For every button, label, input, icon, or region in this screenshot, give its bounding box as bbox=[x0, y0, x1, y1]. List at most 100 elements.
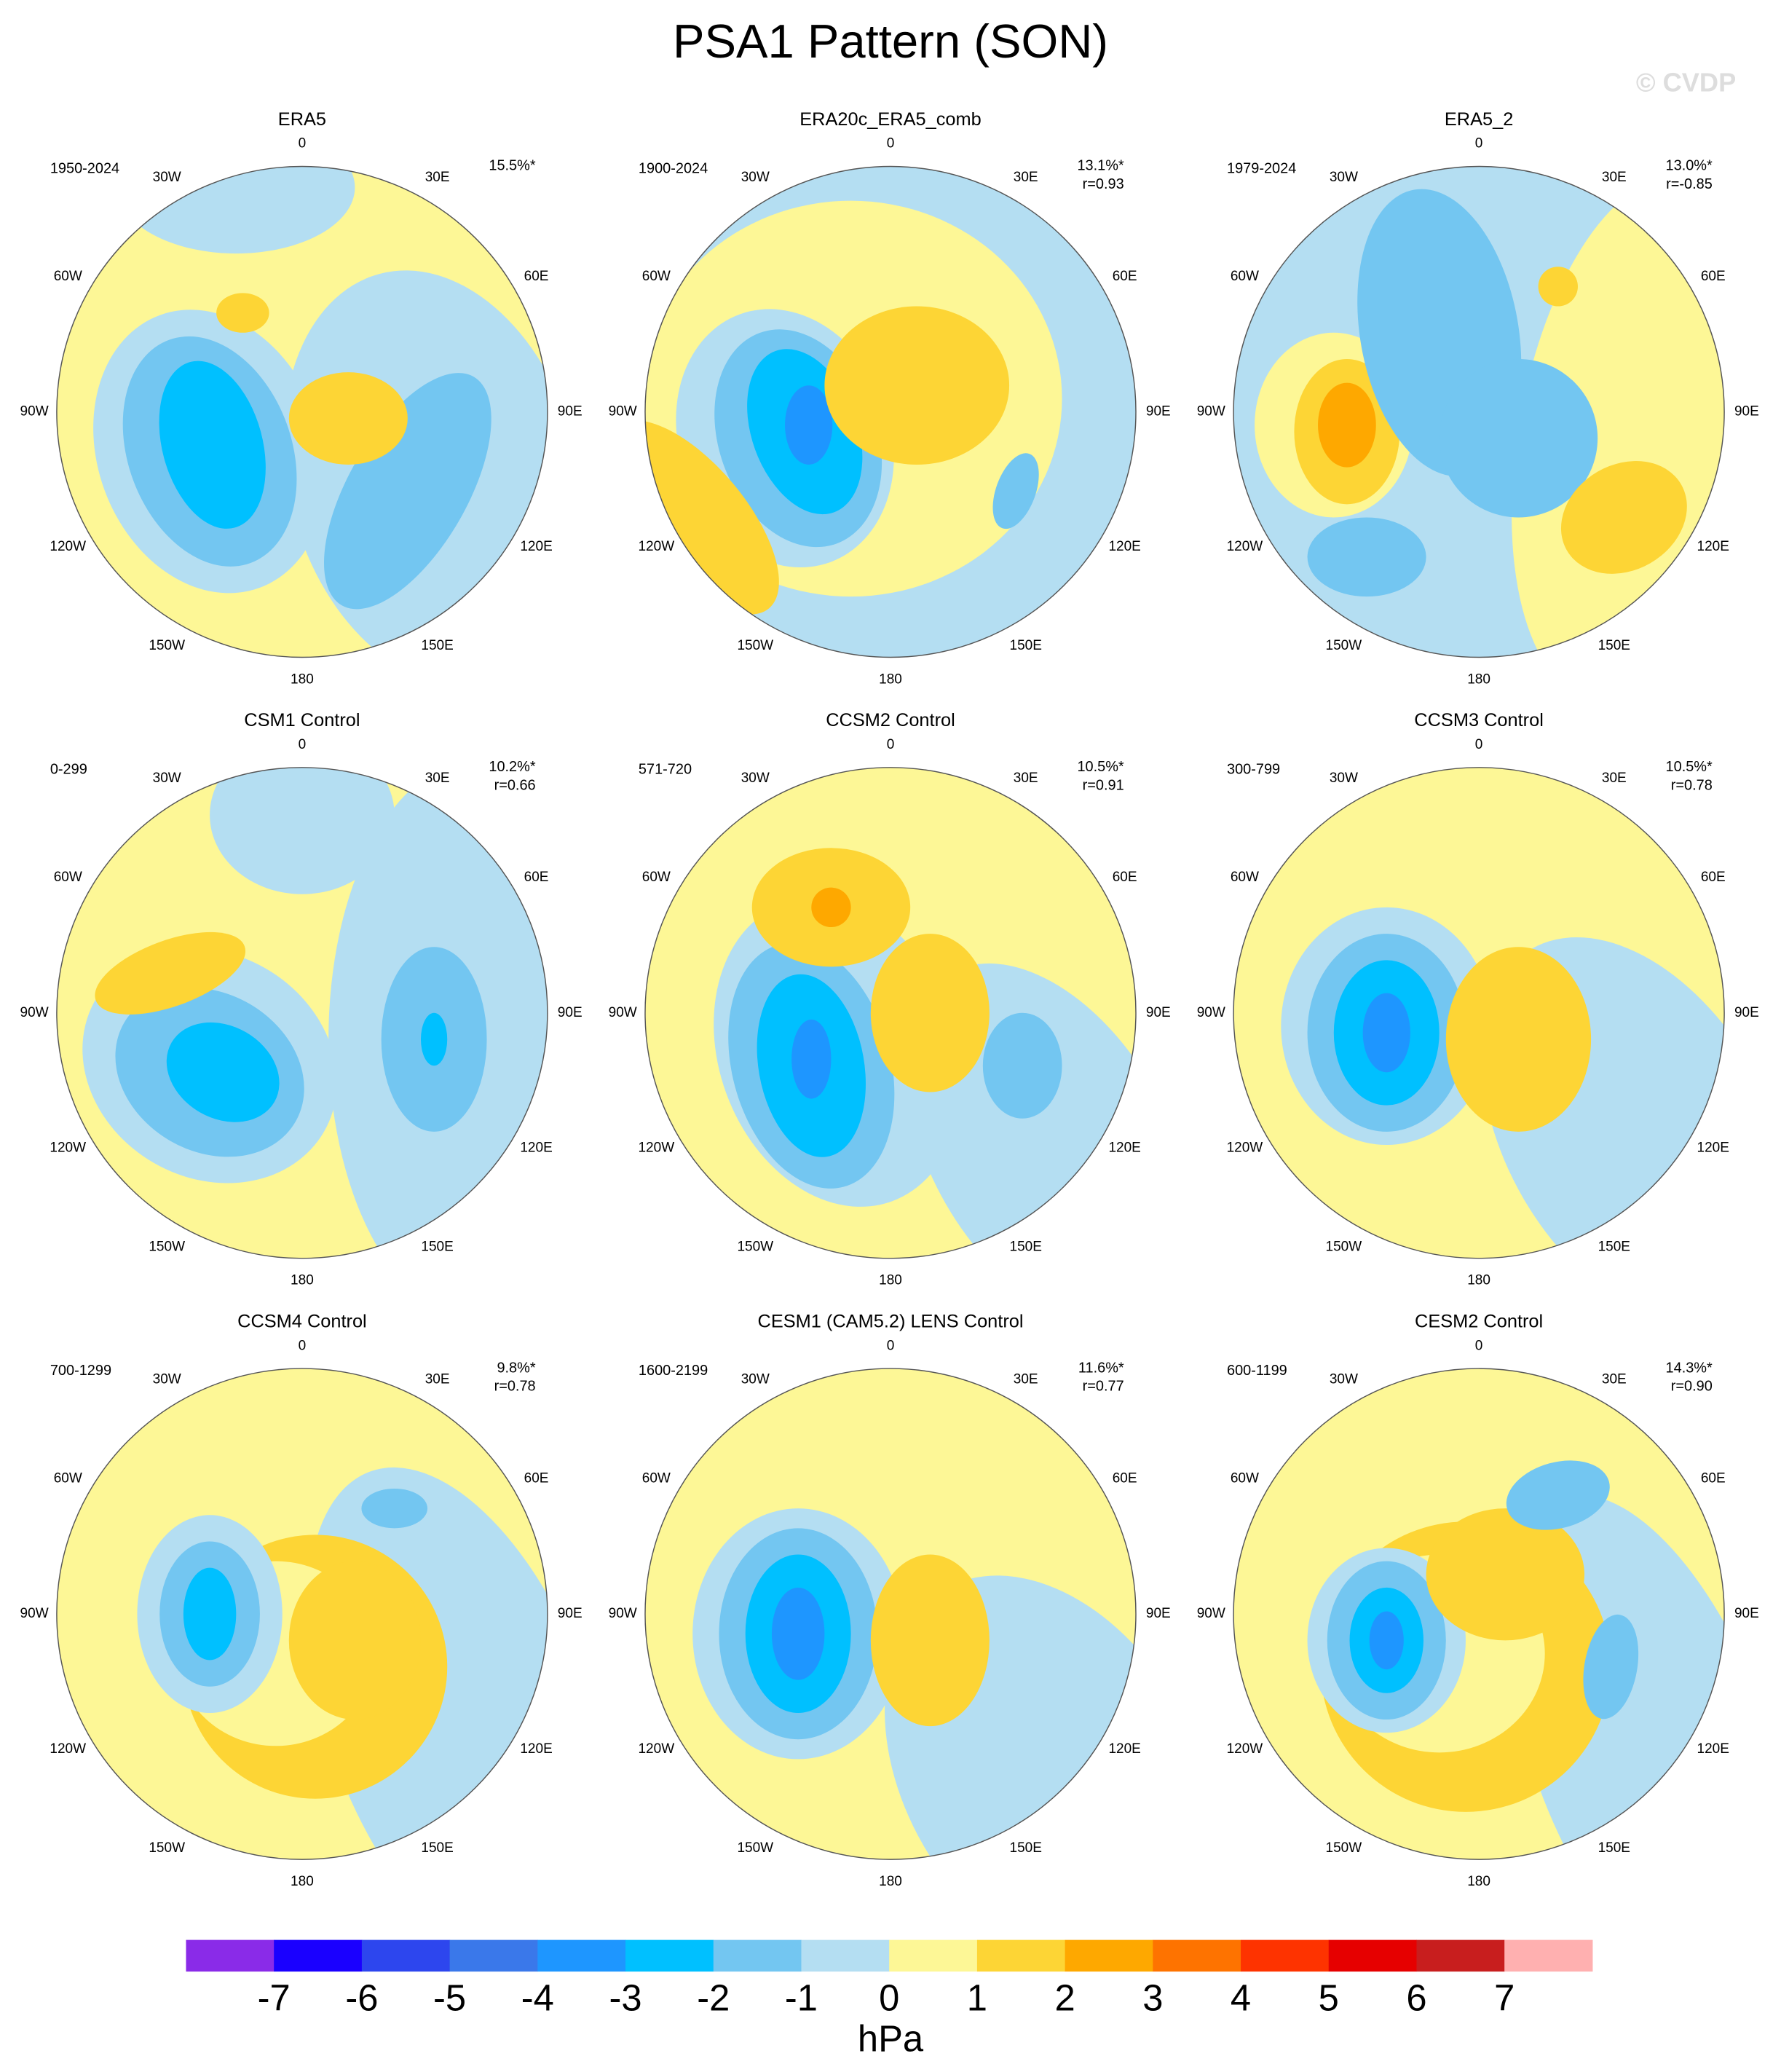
longitude-label: 30E bbox=[1602, 170, 1627, 185]
contour-region bbox=[1538, 267, 1578, 307]
panel-title: ERA5_2 bbox=[1445, 109, 1513, 130]
colorbar-box bbox=[976, 1939, 1066, 1972]
panel-title: CSM1 Control bbox=[244, 710, 360, 730]
longitude-label: 150W bbox=[1326, 1840, 1362, 1856]
longitude-label: 60E bbox=[1701, 1470, 1726, 1486]
colorbar-box bbox=[361, 1939, 451, 1972]
colorbar-box bbox=[801, 1939, 890, 1972]
longitude-label: 150E bbox=[421, 638, 453, 653]
contour-region bbox=[210, 767, 395, 894]
longitude-label: 120E bbox=[1108, 539, 1140, 554]
longitude-label: 90W bbox=[20, 404, 49, 419]
longitude-label: 30W bbox=[1330, 1371, 1358, 1387]
colorbar-tick-label: -6 bbox=[345, 1977, 378, 2018]
contour-region bbox=[288, 1561, 421, 1720]
colorbar-box bbox=[186, 1939, 275, 1972]
longitude-label: 30W bbox=[153, 771, 181, 786]
longitude-label: 60E bbox=[1113, 1470, 1137, 1486]
map-border bbox=[644, 767, 1137, 1259]
longitude-label: 30W bbox=[1330, 771, 1358, 786]
longitude-label: 30W bbox=[153, 1371, 181, 1387]
panel-correlation: r=0.91 bbox=[1083, 777, 1124, 793]
longitude-label: 120E bbox=[1108, 1141, 1140, 1156]
map-border bbox=[56, 767, 548, 1259]
field bbox=[56, 1368, 548, 1860]
field bbox=[1233, 767, 1725, 1258]
colorbar-tick-label: 4 bbox=[1231, 1977, 1251, 2018]
colorbar-tick-label: -5 bbox=[433, 1977, 466, 2018]
longitude-label: 150E bbox=[1010, 1840, 1042, 1856]
longitude-label: 60W bbox=[642, 269, 671, 284]
panel-title: CCSM3 Control bbox=[1414, 710, 1544, 730]
panel-years: 1600-2199 bbox=[639, 1363, 708, 1379]
longitude-label: 30E bbox=[425, 170, 450, 185]
longitude-label: 90E bbox=[1734, 404, 1759, 419]
panel-title: CCSM4 Control bbox=[237, 1311, 367, 1331]
panel-years: 600-1199 bbox=[1227, 1363, 1287, 1379]
panel-title: ERA5 bbox=[278, 109, 326, 130]
contour-region bbox=[824, 306, 1010, 465]
colorbar-box bbox=[1416, 1939, 1505, 1972]
panel-years: 300-799 bbox=[1227, 762, 1280, 778]
longitude-label: 60E bbox=[1701, 870, 1726, 885]
panel-correlation: r=-0.85 bbox=[1666, 176, 1713, 192]
longitude-label: 120W bbox=[638, 539, 674, 554]
colorbar-tick-label: 7 bbox=[1494, 1977, 1515, 2018]
contour-region bbox=[324, 373, 491, 610]
colorbar-tick-label: 2 bbox=[1055, 1977, 1075, 2018]
longitude-label: 120E bbox=[520, 539, 552, 554]
panel-title: CCSM2 Control bbox=[826, 710, 955, 730]
field bbox=[1233, 1368, 1725, 1860]
contour-region bbox=[771, 1587, 825, 1680]
field bbox=[56, 166, 548, 658]
contour-region bbox=[1560, 461, 1687, 574]
longitude-label: 120E bbox=[520, 1741, 552, 1757]
longitude-label: 0 bbox=[887, 737, 895, 752]
longitude-label: 120W bbox=[638, 1141, 674, 1156]
contour-region bbox=[183, 1567, 237, 1661]
watermark: © CVDP bbox=[1636, 68, 1736, 98]
longitude-label: 0 bbox=[1475, 737, 1483, 752]
longitude-label: 150E bbox=[421, 1239, 453, 1254]
panel-percent: 9.8%* bbox=[497, 1360, 535, 1376]
longitude-label: 90E bbox=[1146, 404, 1171, 419]
panel-title: CESM2 Control bbox=[1415, 1311, 1543, 1331]
longitude-label: 120W bbox=[50, 539, 86, 554]
contour-region bbox=[1307, 517, 1426, 597]
longitude-label: 90W bbox=[1197, 1606, 1225, 1621]
colorbar-tick-label: 0 bbox=[879, 1977, 899, 2018]
colorbar-box bbox=[537, 1939, 626, 1972]
longitude-label: 180 bbox=[291, 1273, 314, 1288]
longitude-label: 60E bbox=[524, 269, 549, 284]
longitude-label: 30E bbox=[1014, 771, 1038, 786]
panel-percent: 13.0%* bbox=[1666, 158, 1713, 174]
longitude-label: 0 bbox=[1475, 136, 1483, 151]
colorbar-tick-label: -2 bbox=[697, 1977, 730, 2018]
longitude-label: 150E bbox=[421, 1840, 453, 1856]
contour-region bbox=[992, 453, 1039, 529]
longitude-label: 60W bbox=[1231, 1470, 1259, 1486]
longitude-label: 0 bbox=[887, 1338, 895, 1353]
panel-correlation: r=0.90 bbox=[1671, 1379, 1713, 1395]
longitude-label: 0 bbox=[299, 136, 307, 151]
panel-years: 0-299 bbox=[50, 762, 87, 778]
longitude-label: 30W bbox=[1330, 170, 1358, 185]
longitude-label: 90E bbox=[1734, 1606, 1759, 1621]
panel-percent: 10.5%* bbox=[1666, 759, 1713, 775]
colorbar-tick-label: -7 bbox=[258, 1977, 291, 2018]
longitude-label: 0 bbox=[887, 136, 895, 151]
map-panel: ERA5 1950-2024 15.5%* 0 30E 60E 90E 120E 150E 180… bbox=[20, 109, 583, 688]
longitude-label: 150E bbox=[1010, 638, 1042, 653]
longitude-label: 180 bbox=[1467, 1273, 1490, 1288]
map-border bbox=[56, 1368, 548, 1860]
map-panel: CCSM2 Control 571-720 10.5%* r=0.91 0 30E 60E 9… bbox=[609, 710, 1171, 1288]
longitude-label: 180 bbox=[879, 1273, 902, 1288]
panel-years: 1900-2024 bbox=[639, 160, 708, 176]
colorbar-tick-label: 5 bbox=[1319, 1977, 1339, 2018]
longitude-label: 90W bbox=[1197, 404, 1225, 419]
longitude-label: 120E bbox=[1697, 1141, 1729, 1156]
longitude-label: 60W bbox=[642, 870, 671, 885]
longitude-label: 180 bbox=[879, 671, 902, 687]
longitude-label: 180 bbox=[291, 671, 314, 687]
